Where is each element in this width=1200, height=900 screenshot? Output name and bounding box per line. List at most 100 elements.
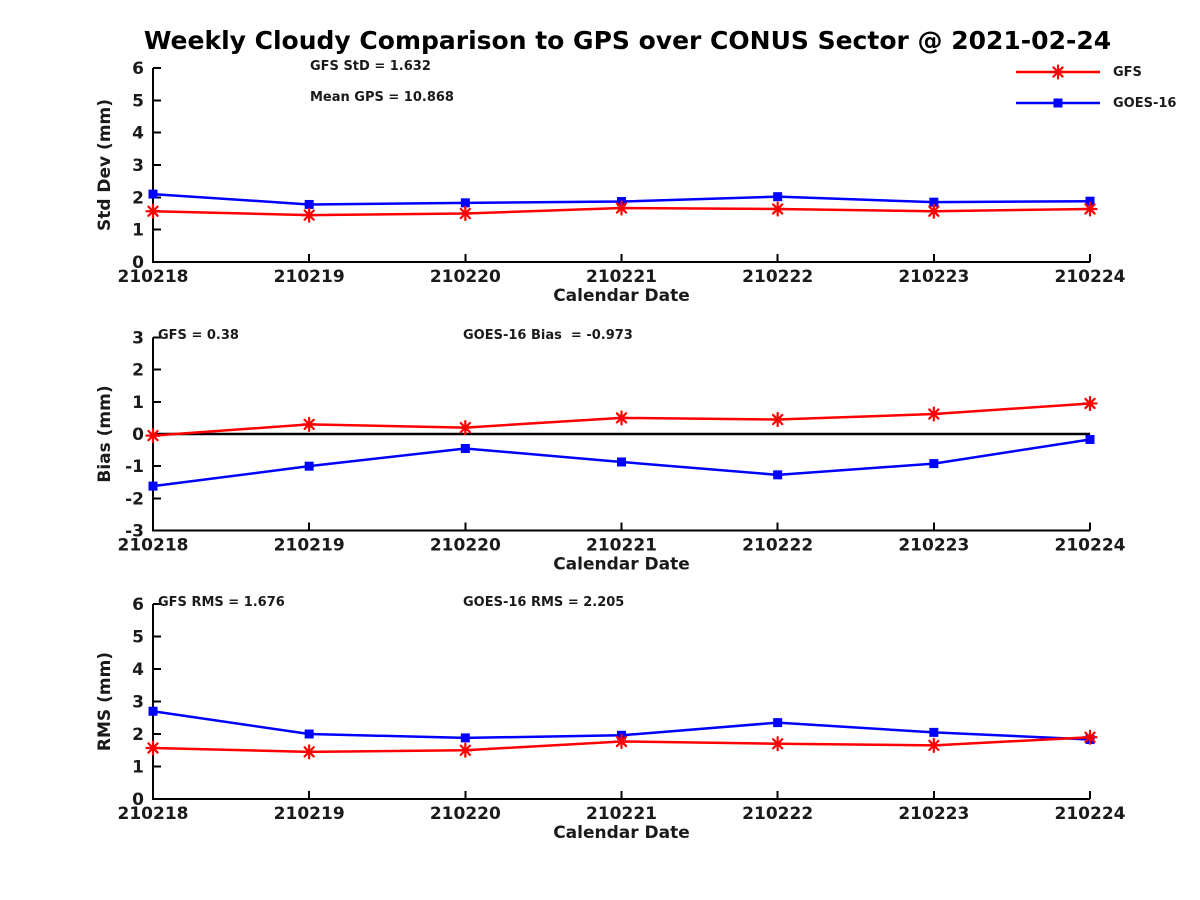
svg-text:210224: 210224 (1055, 267, 1126, 287)
svg-text:3: 3 (132, 693, 144, 713)
legend-label-goes16: GOES-16 (1113, 95, 1177, 111)
square-marker-icon (617, 457, 626, 467)
square-marker-icon (148, 481, 158, 491)
annotation-goes16-bias: GOES-16 Bias = -0.973 (463, 328, 633, 343)
svg-text:6: 6 (132, 59, 144, 79)
square-marker-icon (460, 443, 470, 453)
tick-labels: 0 1 2 3 4 5 6 210218 210219 210220 210221 210222 210… (118, 59, 1126, 287)
svg-text:210223: 210223 (898, 804, 969, 824)
asterisk-marker-icon (1082, 395, 1098, 412)
square-marker-icon (304, 461, 314, 471)
square-marker-icon (929, 727, 939, 737)
svg-text:3: 3 (132, 329, 144, 349)
square-marker-icon (929, 459, 939, 469)
y-axis-label: Std Dev (mm) (95, 99, 115, 231)
axis (152, 603, 1091, 800)
legend-item-gfs: GFS (1014, 61, 1142, 83)
y-axis-label: Bias (mm) (95, 385, 115, 482)
asterisk-marker-icon (770, 201, 786, 217)
asterisk-marker-icon (145, 203, 161, 219)
svg-text:5: 5 (132, 628, 144, 648)
square-marker-icon (773, 718, 783, 728)
asterisk-marker-icon (926, 406, 942, 422)
square-marker-icon (1085, 196, 1095, 206)
square-marker-icon (929, 197, 939, 207)
chart-bias-mm-: -3 -2 -1 0 1 2 3 210218 210219 210220 210221 210222… (95, 329, 1126, 575)
svg-text:210219: 210219 (274, 267, 345, 287)
square-marker-icon (1085, 434, 1095, 444)
asterisk-marker-icon (770, 736, 786, 752)
svg-text:6: 6 (132, 595, 144, 615)
page-title: Weekly Cloudy Comparison to GPS over CON… (143, 26, 1112, 55)
square-marker-icon (773, 192, 783, 202)
svg-text:210221: 210221 (586, 804, 657, 824)
annotation-goes16-rms: GOES-16 RMS = 2.205 (463, 595, 625, 610)
svg-text:1: 1 (132, 393, 144, 413)
svg-text:210221: 210221 (586, 536, 657, 556)
svg-text:210219: 210219 (274, 804, 345, 824)
annotation-gfs-rms: GFS RMS = 1.676 (158, 595, 285, 610)
square-marker-icon (460, 733, 470, 743)
svg-text:210223: 210223 (898, 536, 969, 556)
gfs-line-asterisk-icon (1016, 64, 1100, 80)
svg-text:5: 5 (132, 91, 144, 111)
asterisk-marker-icon (1082, 729, 1098, 745)
square-marker-icon (304, 729, 314, 739)
series-gfs (145, 200, 1098, 223)
svg-text:210222: 210222 (742, 804, 813, 824)
asterisk-marker-icon (613, 733, 630, 750)
svg-text:1: 1 (132, 221, 144, 241)
square-marker-icon (1053, 98, 1063, 108)
goes16-line-square-icon (1016, 98, 1100, 108)
svg-text:-2: -2 (125, 489, 144, 509)
asterisk-marker-icon (926, 737, 942, 753)
svg-text:210223: 210223 (898, 267, 969, 287)
asterisk-marker-icon (457, 205, 473, 222)
square-marker-icon (148, 706, 158, 716)
annotation-gfs-bias: GFS = 0.38 (158, 328, 239, 343)
svg-text:210220: 210220 (430, 536, 501, 556)
x-axis-label: Calendar Date (553, 286, 690, 306)
asterisk-marker-icon (301, 207, 317, 223)
square-marker-icon (460, 198, 470, 208)
svg-text:210218: 210218 (118, 536, 189, 556)
asterisk-marker-icon (145, 740, 161, 756)
svg-text:2: 2 (132, 188, 144, 208)
asterisk-marker-icon (145, 428, 161, 444)
svg-text:210219: 210219 (274, 536, 345, 556)
svg-text:210222: 210222 (742, 536, 813, 556)
y-axis-label: RMS (mm) (95, 652, 115, 751)
svg-text:210218: 210218 (118, 804, 189, 824)
series-goes-16 (148, 434, 1095, 491)
x-axis-label: Calendar Date (553, 555, 690, 575)
svg-text:210224: 210224 (1055, 804, 1126, 824)
svg-text:2: 2 (132, 361, 144, 381)
axis (152, 336, 1091, 532)
tick-labels: 0 1 2 3 4 5 6 210218 210219 210220 210221 210222 210… (118, 595, 1126, 824)
svg-text:210220: 210220 (430, 804, 501, 824)
svg-text:210221: 210221 (586, 267, 657, 287)
svg-text:0: 0 (132, 790, 144, 810)
svg-text:2: 2 (132, 725, 144, 745)
asterisk-marker-icon (613, 200, 630, 216)
axis (152, 67, 1091, 263)
svg-text:4: 4 (132, 660, 144, 680)
annotation-mean-gps: Mean GPS = 10.868 (310, 90, 454, 105)
svg-text:-1: -1 (125, 457, 144, 477)
square-marker-icon (773, 470, 783, 480)
svg-text:1: 1 (132, 758, 144, 778)
chart-rms-mm-: 0 1 2 3 4 5 6 210218 210219 210220 210221 210222 210… (95, 595, 1126, 843)
asterisk-marker-icon (770, 411, 786, 428)
asterisk-marker-icon (1082, 201, 1098, 217)
asterisk-marker-icon (613, 410, 630, 426)
chart-std-dev-mm-: 0 1 2 3 4 5 6 210218 210219 210220 210221 210222 210… (95, 59, 1126, 306)
svg-text:210224: 210224 (1055, 536, 1126, 556)
svg-text:0: 0 (132, 253, 144, 273)
asterisk-marker-icon (457, 742, 473, 758)
asterisk-marker-icon (926, 203, 942, 219)
legend-item-goes16: GOES-16 (1014, 92, 1176, 114)
square-marker-icon (148, 189, 158, 199)
tick-labels: -3 -2 -1 0 1 2 3 210218 210219 210220 210221 210222… (118, 329, 1126, 556)
asterisk-marker-icon (301, 416, 317, 432)
